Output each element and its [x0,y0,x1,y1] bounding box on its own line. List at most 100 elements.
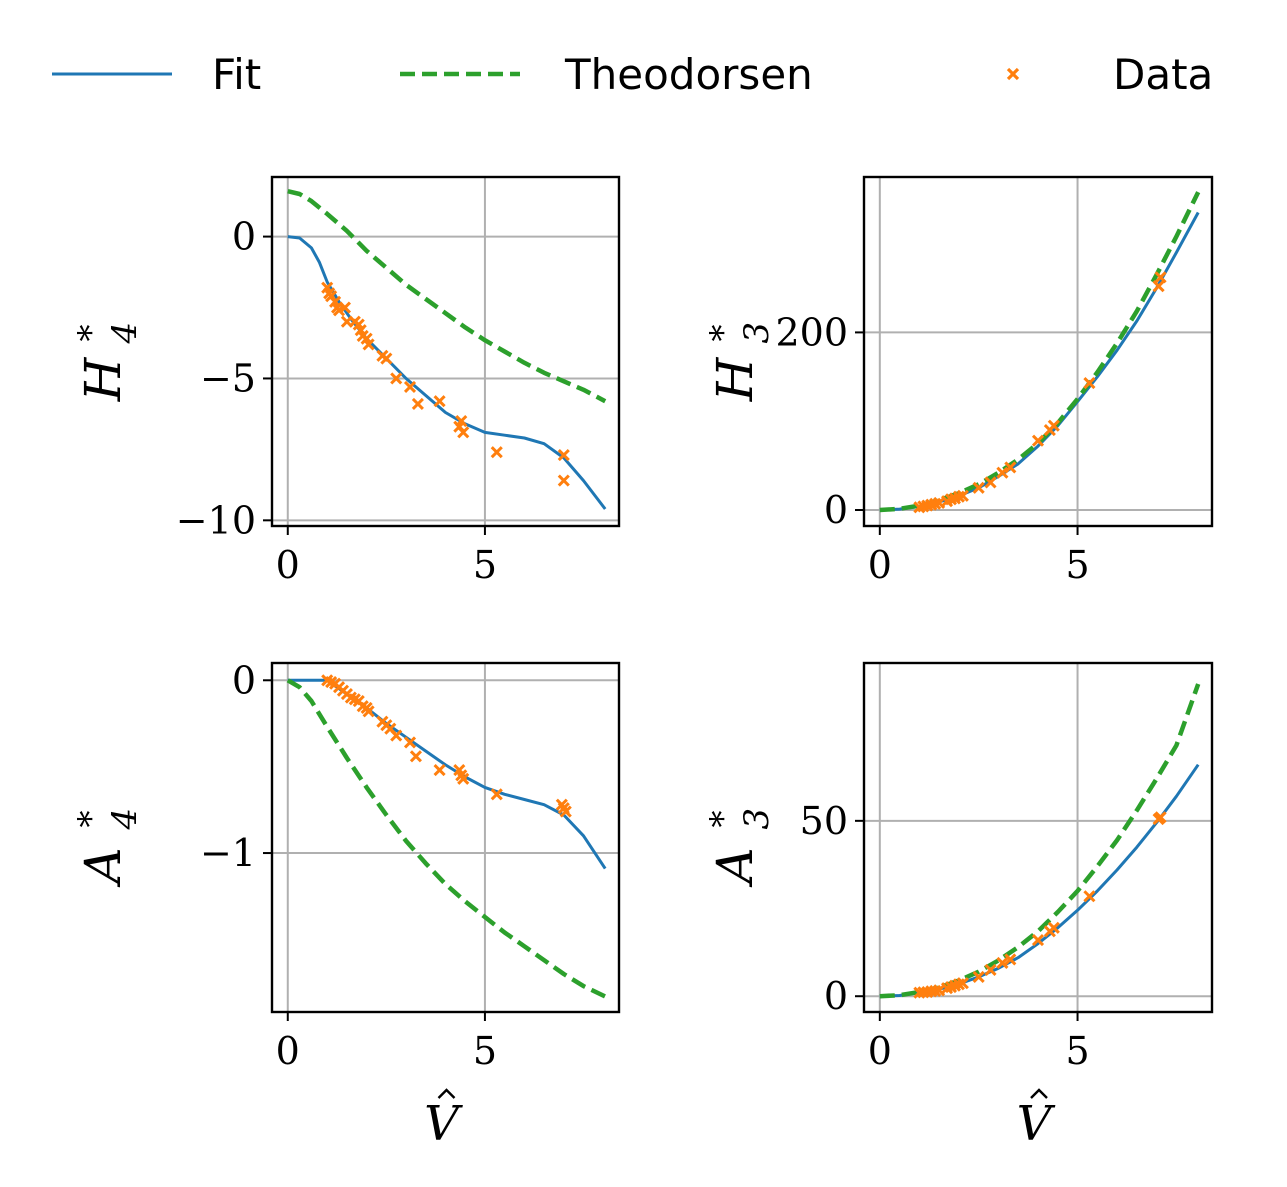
y-tick-label: 200 [775,310,848,354]
y-axis-label-sub: 4 [105,808,145,831]
y-tick-label: −10 [176,498,256,542]
y-axis-label-sup: * [71,325,111,342]
x-tick-label: 5 [473,1029,497,1073]
data-point [390,729,403,742]
x-axis-label: V [424,1088,463,1152]
legend-label: Data [1113,50,1213,99]
x-tick-label: 0 [276,543,300,587]
y-tick-label: 0 [232,215,256,259]
plot-area [287,189,607,510]
axes-frame [270,175,621,528]
y-tick-label: 0 [232,658,256,702]
subplot-1: 0 5 0 −5 −10 H *4 [71,175,621,587]
data-point [984,963,997,976]
y-axis-label-sup: * [703,811,743,828]
data-point [1004,953,1017,966]
data-point [403,736,417,749]
x-axis-label-text: V [1017,1096,1056,1152]
y-tick-label: 50 [800,799,848,843]
legend-label: Theodorsen [564,50,813,99]
series-line-theodorsen [879,191,1201,513]
y-axis-label-main: H [74,356,132,402]
data-point [457,772,470,785]
y-axis-label-sup: * [71,811,111,828]
data-point [1047,419,1060,432]
data-point [933,984,946,997]
data-point [490,788,503,801]
data-point [1154,271,1167,284]
legend-entry-fit: Fit [52,50,261,99]
axes-frame [270,661,621,1014]
axes-frame [862,661,1214,1014]
data-point [457,426,470,439]
series-line-theodorsen [879,683,1201,999]
legend: Fit Theodorsen Data [52,50,1213,99]
y-axis-label-main: A [706,847,764,887]
y-axis-label-sub: 3 [737,808,777,830]
x-tick-label: 0 [276,1029,300,1073]
data-point [1083,890,1096,903]
data-point [1004,461,1017,474]
series-line-fit [879,763,1200,998]
data-point [972,970,985,983]
plot-area [879,191,1201,514]
x-tick-label: 5 [1065,543,1089,587]
data-point [362,338,375,351]
x-axis-label-text: V [424,1096,463,1152]
data-point [433,764,446,777]
axes-frame [862,175,1214,528]
y-axis-label-main: A [74,847,132,887]
y-axis-label-sub: 4 [105,322,145,345]
legend-marker [1006,67,1020,81]
x-axis-label: V [1017,1088,1056,1152]
y-axis-label: H *4 [71,322,145,402]
series-line-theodorsen [286,678,607,999]
y-axis-label-sup: * [703,325,743,342]
data-point [380,352,393,365]
data-point [559,805,572,818]
x-tick-label: 0 [868,543,892,587]
series-line-fit [879,211,1200,512]
data-point [403,380,417,394]
data-point [1031,434,1045,447]
y-tick-label: −1 [200,831,256,875]
data-point [557,449,570,462]
data-point [557,474,570,487]
data-point [996,956,1009,969]
legend-entry-theodorsen: Theodorsen [400,50,813,99]
x-tick-label: 5 [473,543,497,587]
y-tick-label: 0 [824,974,848,1018]
data-point [433,395,446,408]
data-point [390,372,403,385]
data-point [984,476,997,489]
y-axis-label: H *3 [703,322,777,402]
y-axis-label: A *4 [71,808,145,888]
hat-accent [437,1088,456,1099]
plot-area [879,683,1201,999]
data-point [362,705,375,718]
data-point [411,397,424,411]
data-point [1083,376,1096,390]
data-point [996,466,1009,479]
data-point [1152,280,1165,293]
y-tick-label: −5 [200,356,256,400]
data-point [972,481,985,494]
data-point [1154,811,1167,824]
y-axis-label-main: H [706,356,764,402]
legend-entry-data: Data [1006,50,1213,99]
y-axis-label-sub: 3 [737,322,777,344]
series-line-fit [287,235,607,510]
x-tick-label: 0 [868,1029,892,1073]
data-point [956,977,969,990]
subplot-3: 0 5 0 −1 A *4 V [71,658,621,1152]
y-tick-label: 0 [824,488,848,532]
data-point [338,301,352,314]
y-axis-label: A *3 [703,808,777,888]
data-point [490,446,503,459]
data-point [956,489,969,502]
data-point [455,414,468,428]
